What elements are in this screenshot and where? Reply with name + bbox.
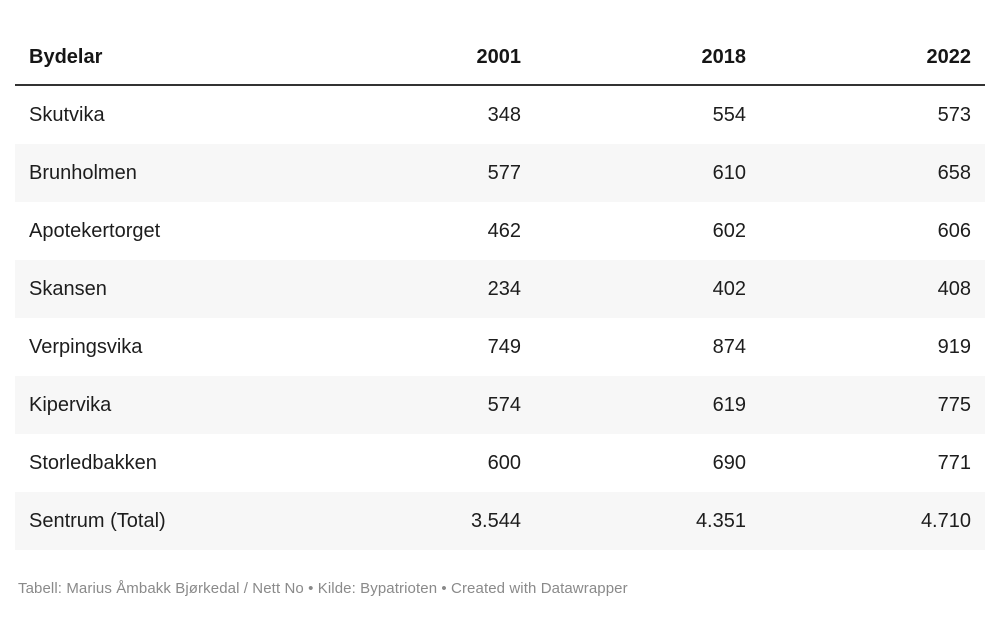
table-container: Bydelar 2001 2018 2022 Skutvika 348 554 573…	[15, 30, 985, 550]
footer-separator: •	[437, 580, 452, 597]
cell-value: 690	[712, 452, 746, 474]
cell-value: 600	[487, 452, 521, 474]
cell-value: 348	[487, 104, 521, 126]
column-header-2001: 2001	[310, 30, 535, 86]
footer-separator: •	[303, 580, 318, 597]
cell-value: 573	[937, 104, 971, 126]
table-row: Apotekertorget 462 602 606	[15, 202, 985, 260]
cell-value: 775	[937, 394, 971, 416]
datawrapper-credit-link[interactable]: Created with Datawrapper	[451, 580, 628, 597]
cell-value: 462	[487, 220, 521, 242]
column-header-2018: 2018	[535, 30, 760, 86]
cell-value: 4.351	[695, 510, 746, 532]
cell-value: 606	[937, 220, 971, 242]
cell-value: 408	[937, 278, 971, 300]
row-label: Skutvika	[29, 104, 105, 126]
table-header: Bydelar 2001 2018 2022	[15, 30, 985, 86]
cell-value: 577	[487, 162, 521, 184]
data-table: Bydelar 2001 2018 2022 Skutvika 348 554 573…	[15, 30, 985, 550]
row-label: Brunholmen	[29, 162, 137, 184]
cell-value: 554	[712, 104, 746, 126]
row-label: Verpingsvika	[29, 336, 143, 358]
cell-value: 4.710	[920, 510, 971, 532]
cell-value: 234	[487, 278, 521, 300]
header-row: Bydelar 2001 2018 2022	[15, 30, 985, 86]
source-credit: Kilde: Bypatrioten	[317, 580, 438, 597]
column-header-bydelar: Bydelar	[15, 30, 310, 86]
cell-value: 919	[937, 336, 971, 358]
cell-value: 658	[937, 162, 971, 184]
cell-value: 771	[937, 452, 971, 474]
attribution-footer: Tabell: Marius Åmbakk Bjørkedal / Nett N…	[18, 580, 982, 597]
cell-value: 749	[487, 336, 521, 358]
cell-value: 610	[712, 162, 746, 184]
cell-value: 874	[712, 336, 746, 358]
row-label: Kipervika	[29, 394, 112, 416]
cell-value: 619	[712, 394, 746, 416]
column-header-2022: 2022	[760, 30, 985, 86]
table-row: Verpingsvika 749 874 919	[15, 318, 985, 376]
table-body: Skutvika 348 554 573 Brunholmen 577 610 658 Apot…	[15, 85, 985, 550]
cell-value: 402	[712, 278, 746, 300]
table-row: Skutvika 348 554 573	[15, 85, 985, 144]
table-row: Kipervika 574 619 775	[15, 376, 985, 434]
row-label: Skansen	[29, 278, 107, 300]
table-row: Storledbakken 600 690 771	[15, 434, 985, 492]
cell-value: 574	[487, 394, 521, 416]
table-row: Skansen 234 402 408	[15, 260, 985, 318]
cell-value: 3.544	[470, 510, 521, 532]
row-label: Storledbakken	[29, 452, 157, 474]
table-row: Sentrum (Total) 3.544 4.351 4.710	[15, 492, 985, 550]
cell-value: 602	[712, 220, 746, 242]
row-label: Sentrum (Total)	[29, 510, 166, 532]
table-row: Brunholmen 577 610 658	[15, 144, 985, 202]
table-byline: Tabell: Marius Åmbakk Bjørkedal / Nett N…	[18, 580, 304, 597]
row-label: Apotekertorget	[29, 220, 161, 242]
